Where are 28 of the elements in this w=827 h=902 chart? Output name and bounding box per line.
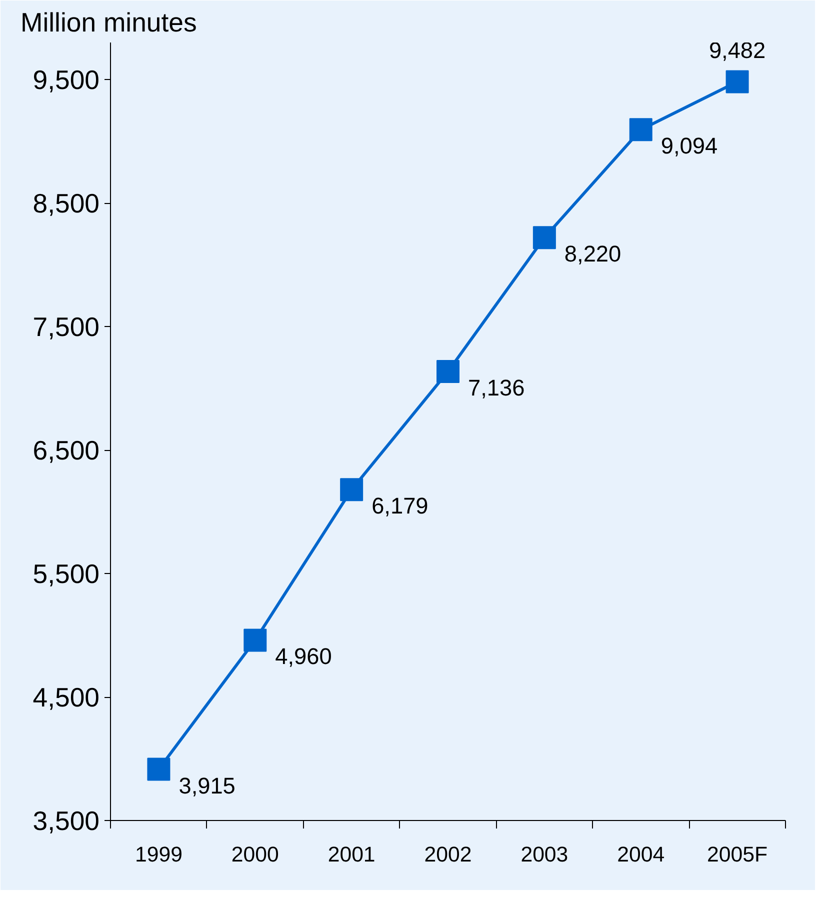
x-tick-label: 1999 [134, 842, 182, 866]
text: 8,220 [564, 240, 622, 267]
text: 4,960 [275, 643, 332, 670]
y-tick-label: 6,500 [32, 436, 100, 466]
y-tick-label: 8,500 [32, 188, 100, 219]
y-tick-label: 4,500 [32, 682, 100, 713]
y-axis-title: Million minutes [20, 8, 197, 38]
x-tick-label: 2004 [617, 842, 665, 866]
point [147, 758, 170, 781]
point [532, 226, 556, 250]
x-tick-label: 2002 [424, 842, 472, 866]
point [340, 478, 364, 502]
point [244, 628, 267, 652]
y-tick-label: 7,500 [32, 312, 100, 342]
y-tick-label: 3,500 [32, 806, 100, 836]
x-tick-label: 2005F [707, 842, 768, 866]
x-tick-label: 2003 [520, 842, 568, 866]
text: 9,094 [660, 132, 718, 159]
y-tick-label: 5,500 [32, 559, 100, 590]
point [629, 118, 652, 142]
y-tick-label: 9,500 [32, 65, 100, 96]
text: 3,915 [178, 772, 236, 798]
point [726, 70, 749, 94]
x-tick-label: 2001 [328, 842, 376, 866]
text: 6,179 [372, 492, 428, 519]
point [436, 360, 460, 383]
text: 7,136 [468, 374, 525, 400]
x-tick-label: 2000 [231, 842, 280, 866]
